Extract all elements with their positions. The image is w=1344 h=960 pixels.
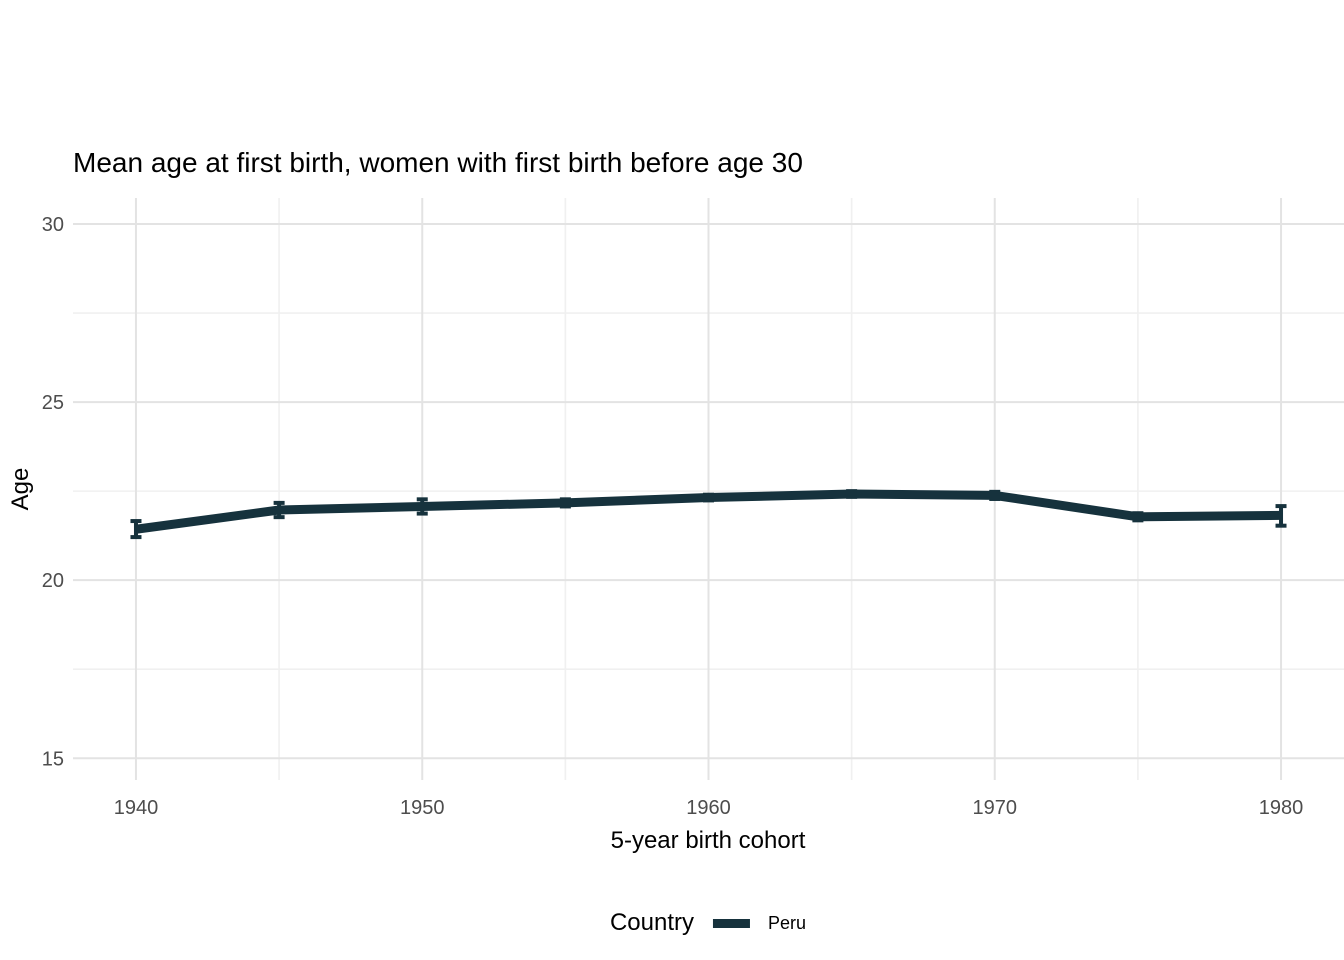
legend: Country Peru <box>610 909 806 937</box>
x-tick-label: 1950 <box>400 797 445 819</box>
y-axis-title: Age <box>7 467 34 511</box>
x-tick-label: 1960 <box>686 797 731 819</box>
y-tick-label: 30 <box>42 214 64 236</box>
x-tick-label: 1970 <box>973 797 1018 819</box>
y-tick-label: 15 <box>42 748 64 770</box>
x-axis-title: 5-year birth cohort <box>610 827 806 854</box>
chart-title: Mean age at first birth, women with firs… <box>73 147 803 178</box>
x-tick-label: 1980 <box>1259 797 1304 819</box>
series-line-peru <box>135 489 1282 534</box>
legend-title: Country <box>609 909 695 936</box>
legend-key-line-peru <box>713 918 751 928</box>
y-tick-label: 20 <box>42 570 64 592</box>
legend-label-peru: Peru <box>768 912 807 933</box>
x-tick-label: 1940 <box>114 797 159 819</box>
y-tick-label: 25 <box>42 392 64 414</box>
